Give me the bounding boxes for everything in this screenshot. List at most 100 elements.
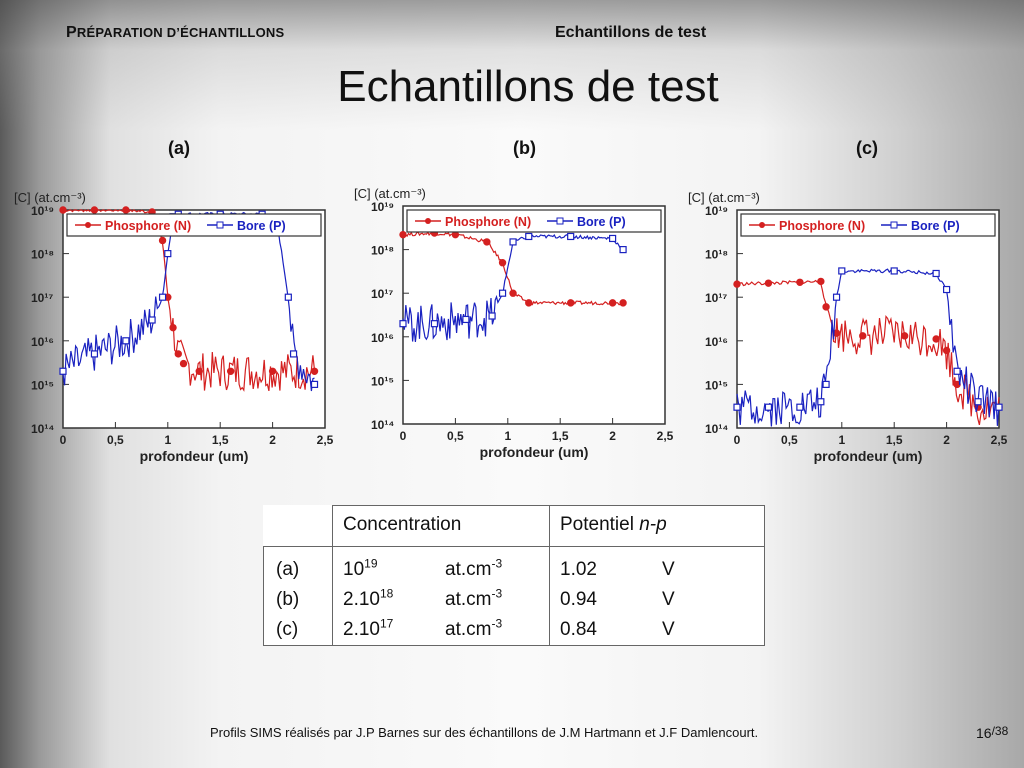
data-point-phosphore [483, 238, 491, 246]
data-point-phosphore [900, 332, 909, 340]
data-point-bore [498, 289, 507, 297]
x-tick-label: 0 [60, 433, 67, 447]
data-point-phosphore [498, 259, 507, 267]
x-axis-label: profondeur (um) [814, 448, 923, 464]
data-point-phosphore [179, 359, 188, 368]
x-tick-label: 2,5 [317, 433, 334, 447]
y-tick-label: 10¹⁴ [705, 422, 728, 436]
legend-marker-square [556, 217, 564, 225]
data-point-bore [822, 380, 830, 388]
y-tick-label: 10¹⁷ [31, 291, 53, 305]
data-point-phosphore [796, 278, 804, 286]
legend-box [66, 213, 322, 237]
data-point-bore [609, 234, 617, 243]
plot-frame [736, 209, 1000, 429]
data-point-bore [289, 350, 298, 358]
y-tick-label: 10¹⁵ [705, 378, 728, 392]
y-tick-label: 10¹⁹ [705, 204, 728, 218]
data-point-bore [525, 232, 533, 241]
concentration-value: 2.1017 at.cm-3 [343, 616, 503, 640]
y-tick-label: 10¹⁶ [31, 335, 54, 349]
y-tick-label: 10¹⁹ [371, 200, 394, 214]
legend-label: Phosphore (N) [779, 219, 865, 233]
y-axis-label: [C] (at.cm⁻³) [688, 190, 760, 205]
x-tick-label: 2 [943, 433, 950, 447]
data-point-bore [122, 337, 130, 345]
y-axis-label: [C] (at.cm⁻³) [354, 186, 426, 201]
data-point-phosphore [122, 206, 130, 214]
data-point-bore [90, 350, 99, 358]
x-tick-label: 2 [269, 433, 276, 447]
data-point-phosphore [310, 367, 319, 375]
data-point-phosphore [764, 279, 773, 287]
data-point-bore [733, 403, 741, 411]
data-point-bore [164, 249, 172, 258]
data-point-bore [796, 403, 804, 411]
x-tick-label: 0,5 [107, 433, 124, 447]
x-tick-label: 1 [504, 429, 511, 443]
x-axis-label: profondeur (um) [480, 444, 589, 460]
data-point-phosphore [566, 299, 575, 307]
concentration-column: 1019 at.cm-3 2.1018 at.cm-3 2.1017 at.cm-3 [332, 546, 550, 646]
legend-marker-square [890, 221, 898, 229]
potentiel-value: 1.02 V [560, 559, 675, 580]
y-tick-label: 10¹⁸ [371, 244, 394, 258]
data-point-bore [148, 316, 156, 324]
x-axis-label: profondeur (um) [140, 448, 249, 464]
x-tick-label: 2 [609, 429, 616, 443]
data-point-phosphore [859, 332, 867, 340]
data-point-bore [310, 380, 319, 388]
y-tick-label: 10¹⁹ [31, 204, 54, 218]
data-point-phosphore [90, 206, 99, 214]
data-point-phosphore [158, 236, 167, 245]
row-labels: (a) (b) (c) [263, 546, 333, 646]
data-point-bore [890, 267, 898, 275]
section-title: PRÉPARATION D’ÉCHANTILLONS [66, 24, 285, 41]
footer-credit: Profils SIMS réalisés par J.P Barnes sur… [210, 725, 759, 740]
x-tick-label: 0,5 [781, 433, 798, 447]
x-tick-label: 0 [734, 433, 741, 447]
data-point-bore [953, 367, 961, 375]
table-corner [263, 505, 333, 547]
data-point-bore [832, 293, 841, 301]
legend: Phosphore (N) Bore (P) [66, 213, 322, 237]
data-point-phosphore [608, 299, 617, 307]
data-point-bore [462, 315, 470, 324]
plot-frame [62, 209, 326, 429]
data-point-bore [764, 403, 773, 411]
data-point-phosphore [174, 350, 182, 358]
data-point-bore [974, 398, 982, 406]
y-tick-label: 10¹⁸ [31, 248, 54, 262]
x-tick-label: 1 [838, 433, 845, 447]
data-point-phosphore [195, 367, 203, 375]
data-point-phosphore [942, 346, 951, 355]
x-tick-label: 1,5 [552, 429, 569, 443]
legend-label: Bore (P) [911, 219, 960, 233]
data-point-bore [817, 398, 825, 406]
x-tick-label: 1,5 [212, 433, 229, 447]
x-tick-label: 0,5 [447, 429, 464, 443]
legend-box [406, 209, 662, 233]
row-label: (a) [276, 559, 300, 580]
legend: Phosphore (N) Bore (P) [406, 209, 662, 233]
data-point-phosphore [399, 230, 407, 239]
data-point-phosphore [619, 299, 627, 307]
data-point-bore [932, 269, 940, 278]
row-label: (c) [276, 619, 299, 640]
data-point-phosphore [932, 335, 940, 343]
data-point-phosphore [525, 299, 533, 307]
data-point-phosphore [226, 367, 235, 375]
results-table: Concentration Potentiel n-p (a) (b) (c) … [263, 505, 765, 646]
y-tick-label: 10¹⁶ [371, 331, 394, 345]
data-point-bore [619, 245, 627, 254]
data-point-bore [399, 320, 407, 328]
data-point-phosphore [59, 206, 67, 214]
plot-frame [402, 205, 666, 425]
concentration-value: 2.1018 at.cm-3 [343, 586, 503, 610]
data-point-bore [284, 293, 292, 301]
y-tick-label: 10¹⁶ [705, 335, 728, 349]
data-point-bore [488, 312, 496, 320]
legend-box [740, 213, 996, 237]
sims-profile-chart-b: [C] (at.cm⁻³)10¹⁹ 10¹⁸ 10¹⁷ 10¹⁶ 10¹⁵ 10¹⁴ 0 0,… [354, 186, 674, 460]
data-point-bore [995, 403, 1003, 411]
